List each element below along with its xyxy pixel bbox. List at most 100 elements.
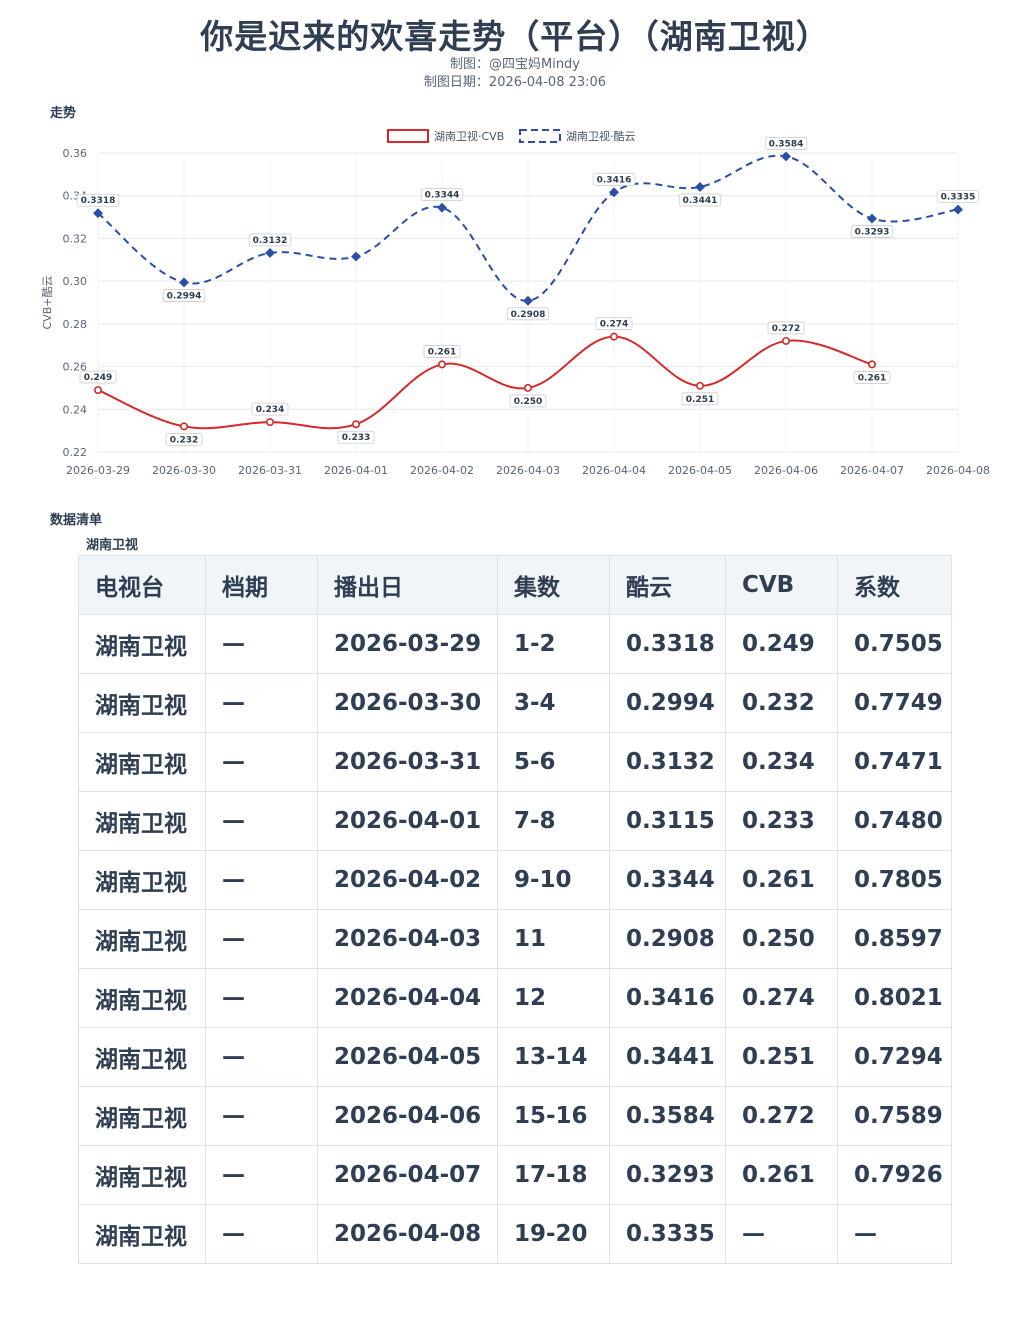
data-point — [93, 208, 103, 219]
data-point — [609, 332, 618, 341]
cell-schedule: — — [205, 850, 318, 910]
cell-station: 湖南卫视 — [78, 1086, 206, 1146]
cell-station: 湖南卫视 — [78, 614, 206, 674]
data-point — [265, 418, 274, 427]
data-list-section-label: 数据清单 — [50, 513, 103, 528]
data-label-box — [76, 193, 120, 207]
data-label: 0.3335 — [941, 193, 976, 203]
cell-kuyun: 0.3344 — [609, 850, 726, 910]
cell-schedule: — — [205, 791, 318, 851]
data-label-box — [767, 321, 805, 335]
cell-station: 湖南卫视 — [78, 1204, 206, 1264]
data-point — [94, 386, 103, 395]
table-row: 湖南卫视 —2026-03-29 1-2 0.3318 0.249 0.7505 — [78, 614, 952, 674]
data-label: 0.249 — [84, 373, 112, 383]
cell-ratio: — — [837, 1204, 952, 1264]
cell-air-date: 2026-04-08 — [317, 1204, 498, 1264]
cell-ratio: 0.7749 — [837, 673, 952, 733]
data-label: 0.3344 — [425, 191, 460, 201]
legend-swatch — [519, 129, 561, 143]
data-label-box — [764, 137, 808, 150]
data-label: 0.2994 — [167, 291, 202, 301]
cell-episodes: 11 — [497, 909, 610, 969]
data-label-box — [420, 188, 464, 202]
data-label: 0.232 — [170, 435, 198, 445]
cell-kuyun: 0.3416 — [609, 968, 726, 1028]
data-label-box — [423, 345, 461, 358]
chart-legend[interactable]: 湖南卫视·CVB 湖南卫视·酷云 — [387, 129, 636, 143]
cell-ratio: 0.7480 — [837, 791, 952, 851]
header-schedule[interactable]: 档期 — [205, 555, 318, 615]
data-label-box — [592, 172, 636, 186]
trend-line-chart: 0.220.240.260.280.300.320.340.362026-03-… — [41, 129, 990, 477]
table-row: 湖南卫视 —2026-04-08 19-20 0.3335— — — [78, 1204, 952, 1264]
cell-cvb: 0.261 — [725, 850, 838, 910]
cell-air-date: 2026-04-04 — [317, 968, 498, 1028]
cell-air-date: 2026-03-29 — [317, 614, 498, 674]
cell-schedule: — — [205, 732, 318, 792]
cell-cvb: 0.249 — [725, 614, 838, 674]
header-air-date[interactable]: 播出日 — [317, 555, 498, 615]
x-tick-label: 2026-04-06 — [754, 464, 818, 477]
cell-kuyun: 0.3318 — [609, 614, 726, 674]
cell-episodes: 12 — [497, 968, 610, 1028]
table-header-row: 电视台 档期 播出日 集数 酷云 CVB 系数 — [78, 555, 952, 615]
cell-ratio: 0.8021 — [837, 968, 952, 1028]
data-label: 0.261 — [428, 347, 456, 357]
chart-axes: 0.220.240.260.280.300.320.340.362026-03-… — [41, 147, 990, 477]
cell-episodes: 13-14 — [497, 1027, 610, 1087]
data-point — [351, 251, 361, 262]
data-point — [437, 360, 446, 369]
table-row: 湖南卫视 —2026-04-05 13-14 0.3441 0.251 0.7294 — [78, 1027, 952, 1087]
cell-station: 湖南卫视 — [78, 850, 206, 910]
data-label-box — [681, 392, 719, 406]
data-point — [867, 213, 877, 224]
legend-label: 湖南卫视·酷云 — [566, 129, 636, 143]
cell-kuyun: 0.3115 — [609, 791, 726, 851]
cell-episodes: 1-2 — [497, 614, 610, 674]
data-label-box — [595, 317, 633, 331]
cell-kuyun: 0.2994 — [609, 673, 726, 733]
cell-air-date: 2026-04-01 — [317, 791, 498, 851]
data-label-box — [162, 289, 206, 302]
cell-episodes: 9-10 — [497, 850, 610, 910]
x-tick-label: 2026-04-01 — [324, 464, 388, 477]
cell-ratio: 0.7505 — [837, 614, 952, 674]
cell-cvb: 0.251 — [725, 1027, 838, 1087]
data-label: 0.251 — [686, 395, 714, 405]
data-point — [695, 381, 704, 390]
data-point — [781, 151, 791, 162]
header-kuyun[interactable]: 酷云 — [609, 555, 726, 615]
data-point — [953, 204, 963, 215]
data-label-box — [79, 370, 117, 384]
data-label: 0.3584 — [769, 139, 804, 149]
cell-station: 湖南卫视 — [78, 791, 206, 851]
data-label-box — [509, 394, 547, 408]
cell-cvb: 0.233 — [725, 791, 838, 851]
y-tick-label: 0.32 — [63, 232, 88, 245]
data-label-box — [506, 307, 550, 321]
table-row: 湖南卫视 —2026-04-07 17-18 0.3293 0.261 0.7926 — [78, 1145, 952, 1205]
x-tick-label: 2026-04-03 — [496, 464, 560, 477]
cell-episodes: 5-6 — [497, 732, 610, 792]
data-label-box — [248, 233, 292, 247]
trend-section-label: 走势 — [50, 106, 77, 121]
data-label: 0.3132 — [253, 236, 288, 246]
header-ratio[interactable]: 系数 — [837, 555, 952, 615]
cell-station: 湖南卫视 — [78, 968, 206, 1028]
cell-cvb: — — [725, 1204, 838, 1264]
series-line — [97, 335, 873, 430]
header-episodes[interactable]: 集数 — [497, 555, 610, 615]
cell-ratio: 0.7589 — [837, 1086, 952, 1146]
data-point — [695, 182, 705, 192]
data-point — [265, 248, 275, 258]
cell-station: 湖南卫视 — [78, 673, 206, 733]
data-label: 0.3416 — [597, 175, 632, 185]
data-point — [437, 202, 447, 213]
header-cvb[interactable]: CVB — [725, 555, 838, 615]
header-station[interactable]: 电视台 — [78, 555, 206, 615]
data-table-container: 电视台 档期 播出日 集数 酷云 CVB 系数 湖南卫视 —2026-03-29 1… — [78, 555, 952, 1264]
legend-swatch — [387, 129, 429, 143]
data-point — [867, 360, 876, 369]
cell-kuyun: 0.3335 — [609, 1204, 726, 1264]
